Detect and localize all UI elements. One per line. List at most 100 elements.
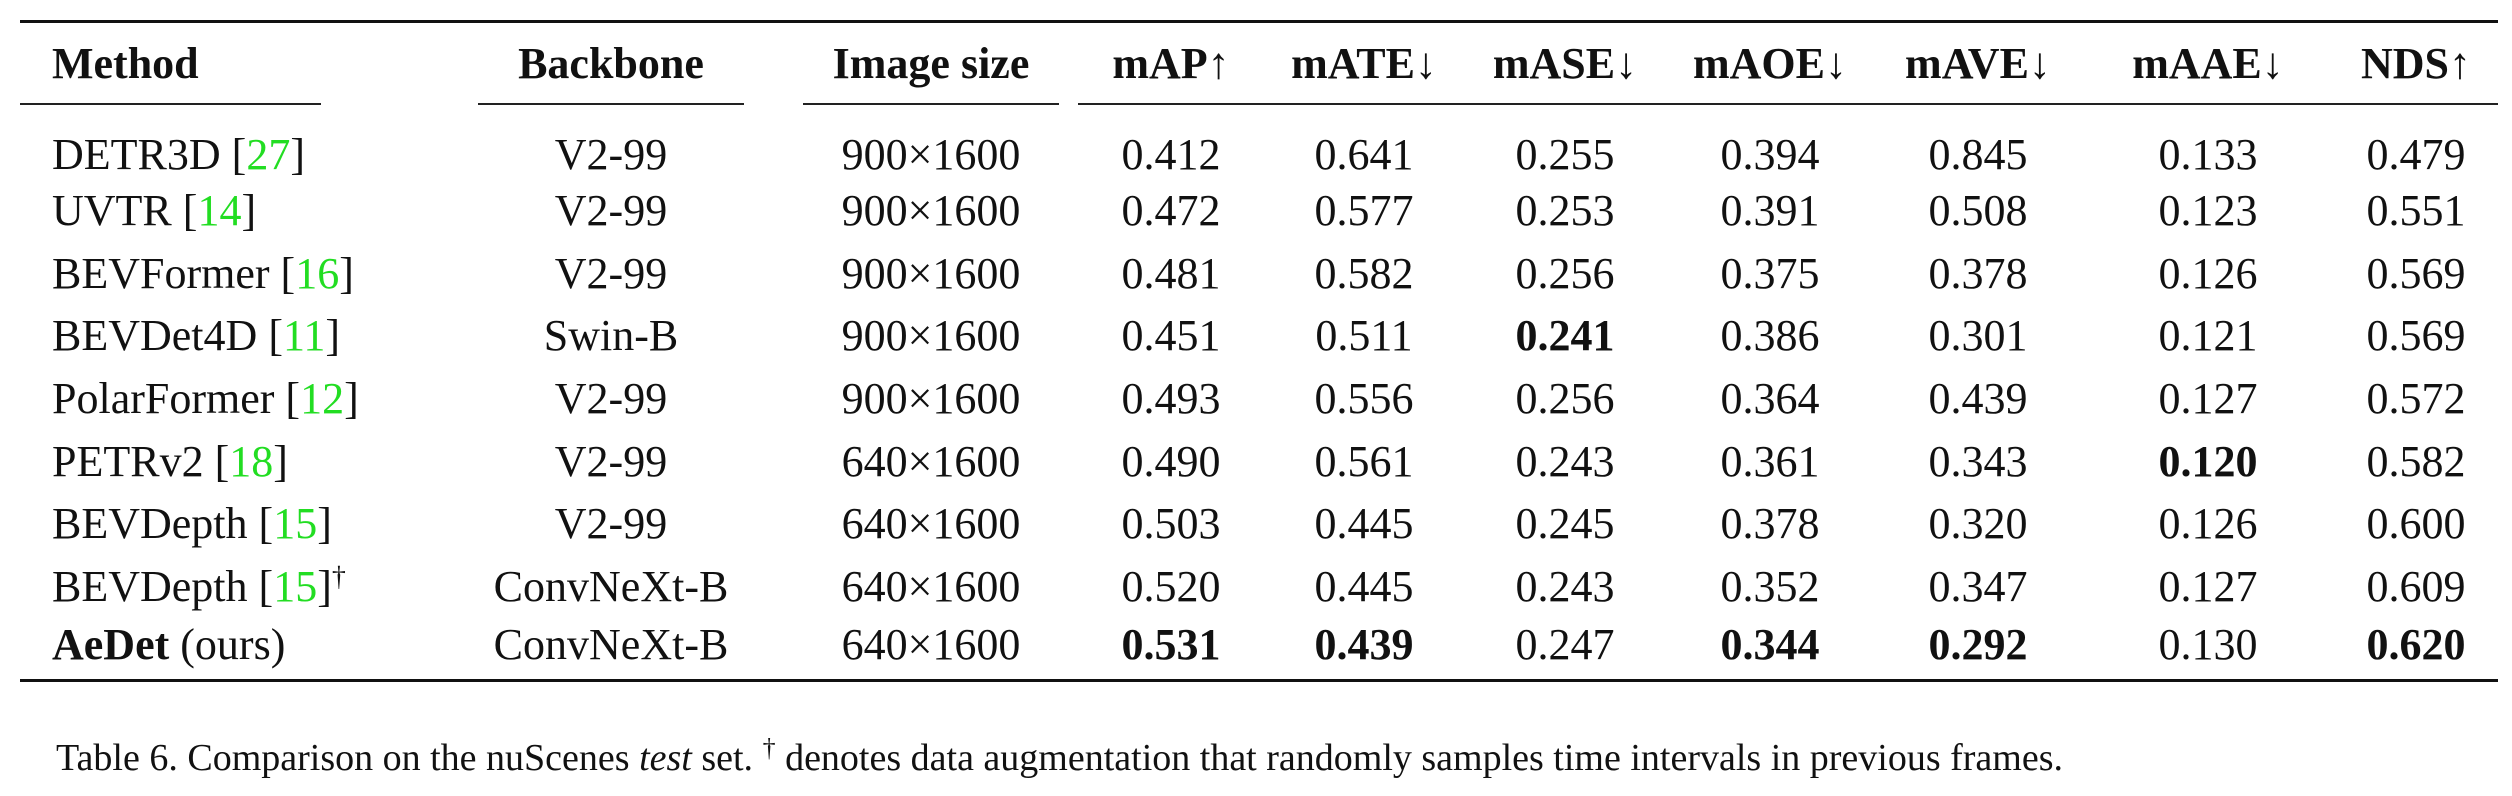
maae-cell: 0.123 [2158,186,2258,236]
mate-cell: 0.445 [1314,561,1414,611]
mate-cell: 0.561 [1314,436,1414,486]
backbone-cell: Swin-B [543,311,679,361]
header-nds: NDS↑ [2334,20,2498,117]
nds-cell-best: 0.620 [2334,617,2498,682]
header-backbone: Backbone [438,20,784,117]
map-cell: 0.490 [1121,436,1221,486]
map-cell-best: 0.531 [1078,617,1264,682]
citation-link[interactable]: 12 [300,374,345,424]
backbone-cell: ConvNeXt-B [493,561,729,611]
mate-cell: 0.641 [1314,129,1414,179]
mase-cell: 0.243 [1515,436,1615,486]
method-cell: PETRv2 [18] [52,436,288,486]
table-row: BEVDet4D [11] Swin-B 900×1600 0.451 0.51… [20,305,2498,368]
image-size-cell: 900×1600 [841,248,1021,298]
header-method: Method [20,20,438,117]
header-map: mAP↑ [1078,20,1264,117]
image-size-cell: 900×1600 [841,311,1021,361]
header-mave: mAVE↓ [1874,20,2082,117]
maae-cell: 0.126 [2158,499,2258,549]
maae-cell: 0.127 [2158,561,2258,611]
map-cell: 0.481 [1121,248,1221,298]
mave-cell: 0.439 [1928,374,2028,424]
table-row: BEVDepth [15]† ConvNeXt-B 640×1600 0.520… [20,555,2498,618]
mase-cell: 0.253 [1515,186,1615,236]
maoe-cell: 0.375 [1720,248,1820,298]
nds-cell: 0.479 [2366,129,2466,179]
header-maae: mAAE↓ [2082,20,2334,117]
header-image-size: Image size [784,20,1078,117]
image-size-cell: 640×1600 [784,617,1078,682]
mase-cell: 0.247 [1464,617,1666,682]
citation-link[interactable]: 14 [197,186,242,236]
mave-cell-best: 0.292 [1874,617,2082,682]
nds-cell: 0.600 [2366,499,2466,549]
map-cell: 0.451 [1121,311,1221,361]
maoe-cell-best: 0.344 [1666,617,1874,682]
header-maoe: mAOE↓ [1666,20,1874,117]
mate-cell: 0.511 [1315,311,1413,361]
header-mate: mATE↓ [1264,20,1464,117]
mave-cell: 0.347 [1928,561,2028,611]
map-cell: 0.472 [1121,186,1221,236]
backbone-cell: V2-99 [554,248,668,298]
maae-cell-best: 0.120 [2158,436,2258,486]
comparison-table: Method Backbone Image size mAP↑ mATE↓ mA… [20,20,2498,682]
method-cell: BEVDepth [15]† [52,561,346,611]
dagger-mark: † [331,561,346,593]
map-cell: 0.412 [1121,129,1221,179]
table-row: PETRv2 [18] V2-99 640×1600 0.490 0.561 0… [20,430,2498,493]
table-row: PolarFormer [12] V2-99 900×1600 0.493 0.… [20,367,2498,430]
citation-link[interactable]: 27 [246,129,291,179]
backbone-cell: V2-99 [554,129,668,179]
map-cell: 0.520 [1121,561,1221,611]
mate-cell-best: 0.439 [1264,617,1464,682]
mate-cell: 0.582 [1314,248,1414,298]
mave-cell: 0.378 [1928,248,2028,298]
mase-cell: 0.255 [1515,129,1615,179]
table-row: DETR3D [27] V2-99 900×1600 0.412 0.641 0… [20,117,2498,180]
citation-link[interactable]: 15 [273,499,318,549]
method-cell: BEVFormer [16] [52,248,354,298]
maoe-cell: 0.378 [1720,499,1820,549]
method-cell: AeDet (ours) [20,617,438,682]
mave-cell: 0.845 [1928,129,2028,179]
mate-cell: 0.556 [1314,374,1414,424]
mase-cell: 0.256 [1515,248,1615,298]
image-size-cell: 900×1600 [841,374,1021,424]
nds-cell: 0.609 [2366,561,2466,611]
citation-link[interactable]: 18 [229,436,274,486]
backbone-cell: V2-99 [554,186,668,236]
table-row: BEVFormer [16] V2-99 900×1600 0.481 0.58… [20,242,2498,305]
image-size-cell: 640×1600 [841,561,1021,611]
backbone-cell: V2-99 [554,374,668,424]
mase-cell: 0.245 [1515,499,1615,549]
image-size-cell: 640×1600 [841,436,1021,486]
mase-cell: 0.256 [1515,374,1615,424]
nds-cell: 0.569 [2366,311,2466,361]
map-cell: 0.503 [1121,499,1221,549]
method-cell: DETR3D [27] [52,129,305,179]
backbone-cell: V2-99 [554,436,668,486]
mate-cell: 0.577 [1314,186,1414,236]
maoe-cell: 0.364 [1720,374,1820,424]
table-row: UVTR [14] V2-99 900×1600 0.472 0.577 0.2… [20,180,2498,243]
citation-link[interactable]: 15 [273,561,318,611]
maoe-cell: 0.391 [1720,186,1820,236]
header-mase: mASE↓ [1464,20,1666,117]
mave-cell: 0.320 [1928,499,2028,549]
maae-cell: 0.130 [2082,617,2334,682]
nds-cell: 0.582 [2366,436,2466,486]
maae-cell: 0.133 [2158,129,2258,179]
table-caption: Table 6. Comparison on the nuScenes test… [56,733,2063,779]
table-row-ours: AeDet (ours) ConvNeXt-B 640×1600 0.531 0… [20,617,2498,682]
map-cell: 0.493 [1121,374,1221,424]
mase-cell: 0.243 [1515,561,1615,611]
mase-cell-best: 0.241 [1515,311,1615,361]
maoe-cell: 0.352 [1720,561,1820,611]
nds-cell: 0.569 [2366,248,2466,298]
citation-link[interactable]: 11 [282,311,326,361]
citation-link[interactable]: 16 [295,248,340,298]
maoe-cell: 0.394 [1720,129,1820,179]
mave-cell: 0.301 [1928,311,2028,361]
